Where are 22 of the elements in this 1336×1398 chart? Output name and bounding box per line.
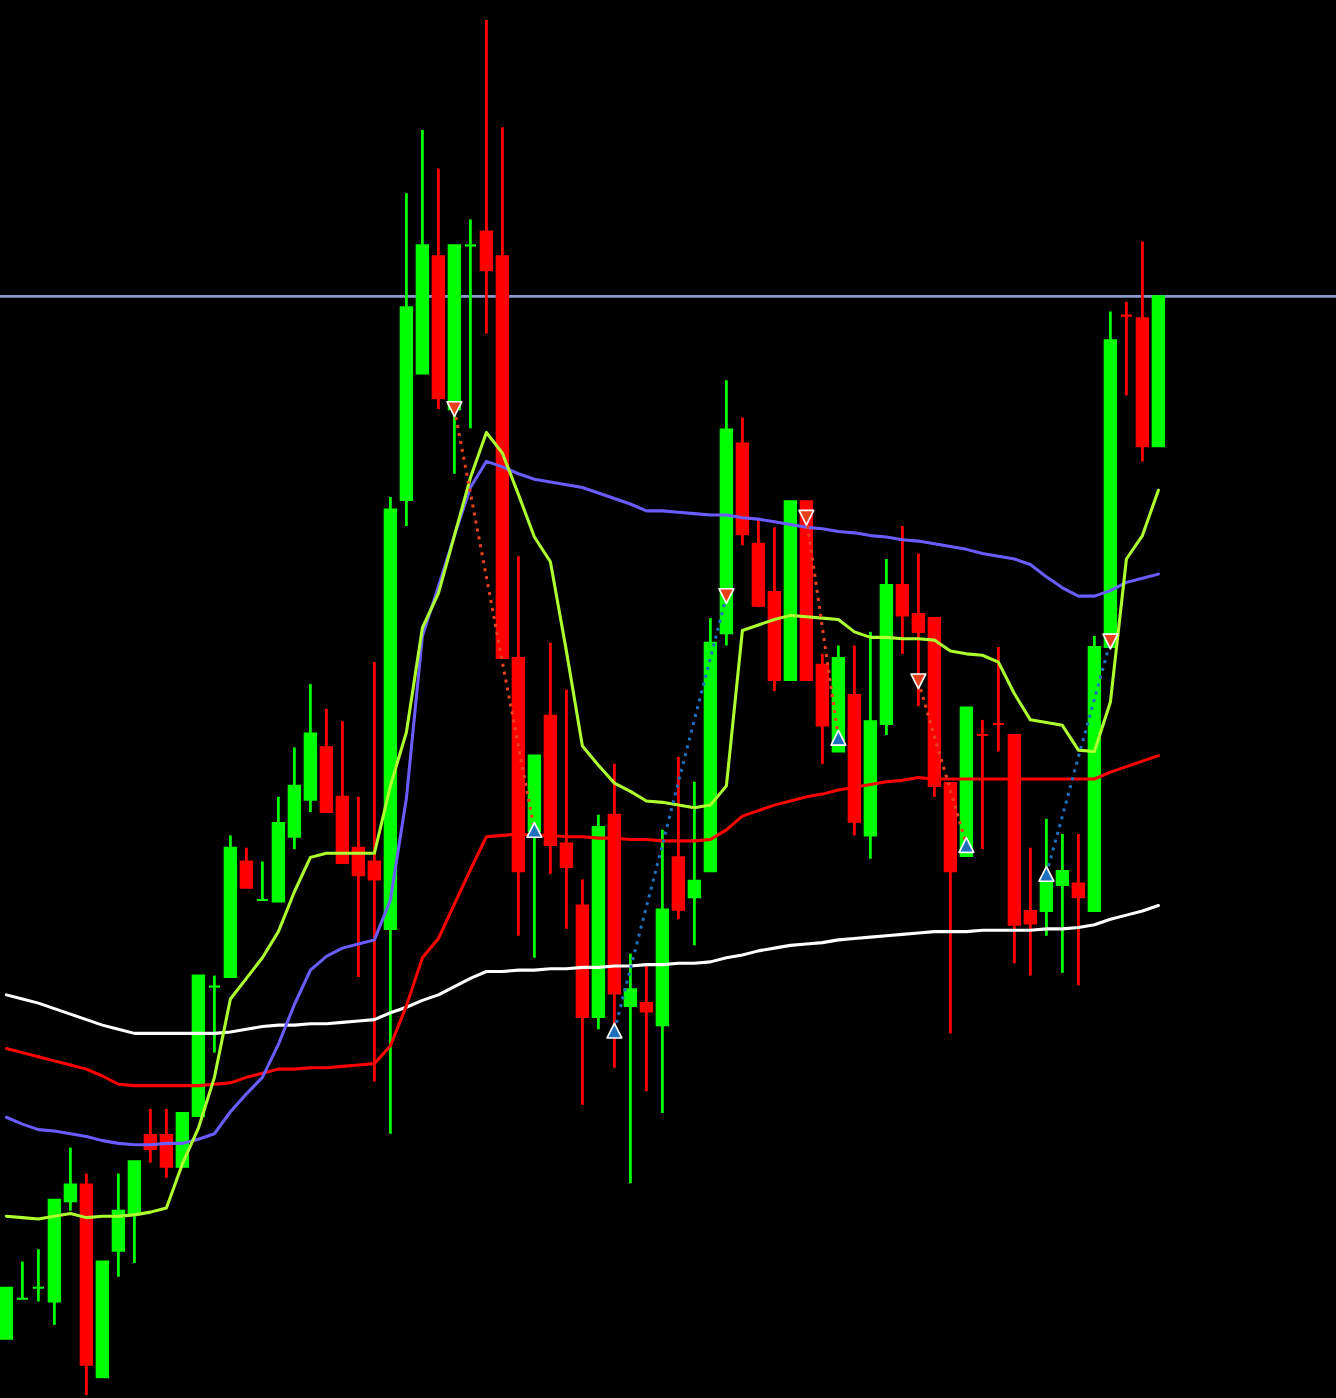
point <box>910 673 927 690</box>
point <box>958 836 975 854</box>
candlestick <box>623 952 638 1185</box>
point <box>526 821 543 839</box>
point <box>1102 633 1119 650</box>
candlestick <box>207 974 222 1055</box>
point <box>830 729 847 746</box>
candlestick <box>15 1260 30 1301</box>
point <box>798 509 815 526</box>
candlestick <box>31 1247 46 1303</box>
point <box>446 400 463 418</box>
point <box>606 1022 623 1039</box>
candlestick <box>1119 300 1134 397</box>
candlestick <box>239 846 254 890</box>
candlestick <box>991 645 1006 753</box>
candlestick <box>463 217 478 430</box>
candlestick <box>255 860 270 902</box>
point <box>1038 865 1055 883</box>
candlestick <box>639 961 654 1093</box>
candlestick <box>687 780 702 947</box>
point <box>718 587 735 605</box>
candlestick <box>1071 832 1086 987</box>
